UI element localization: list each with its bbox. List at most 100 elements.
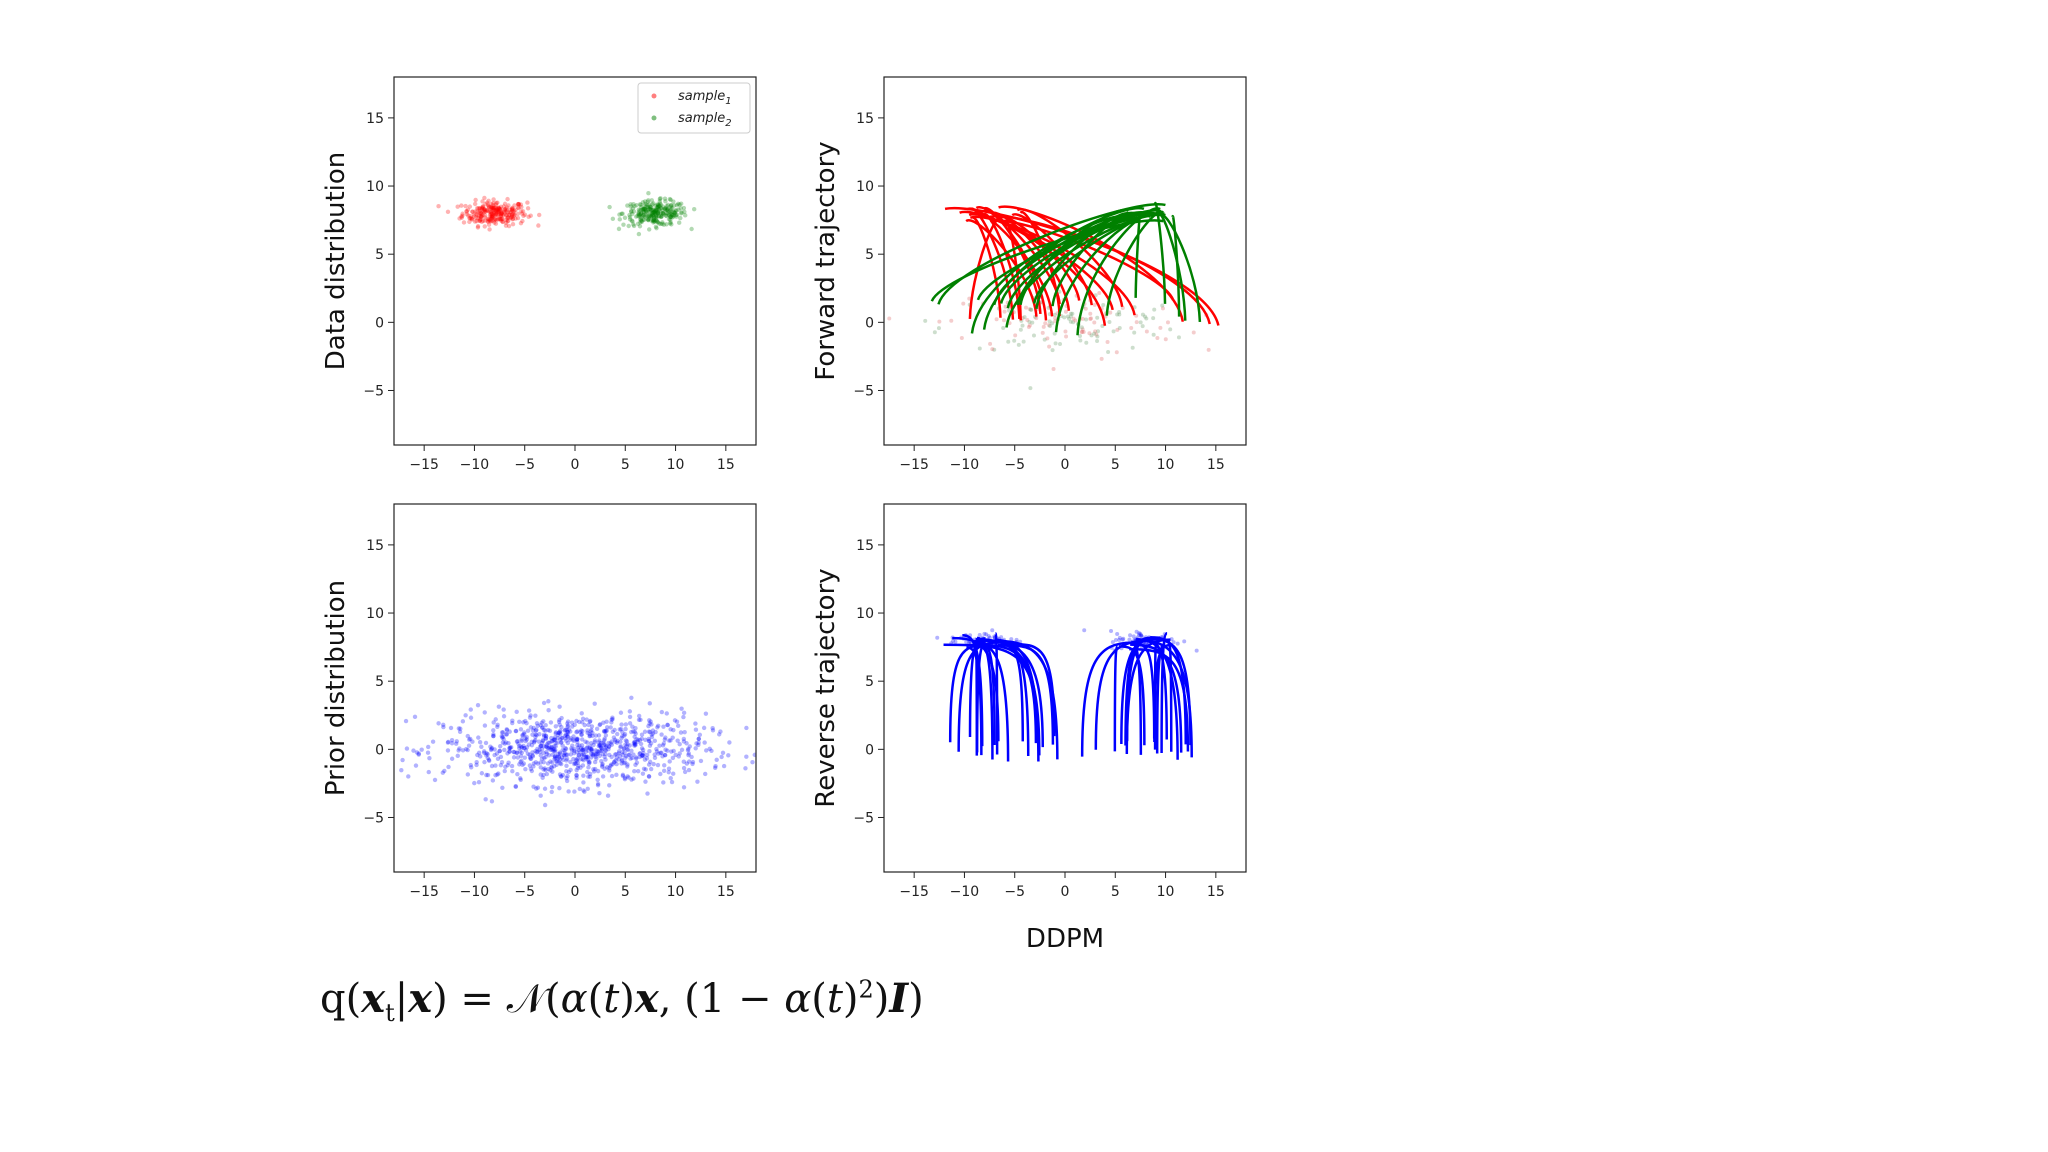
data-point (519, 209, 524, 214)
data-point (533, 748, 538, 754)
data-point (652, 208, 658, 213)
data-point (664, 207, 670, 212)
data-point (647, 718, 652, 723)
data-point (495, 724, 500, 729)
data-point (647, 206, 652, 211)
data-point (518, 202, 524, 207)
data-point (486, 218, 492, 223)
data-point (530, 732, 535, 737)
data-point (426, 744, 431, 750)
data-point (1139, 633, 1144, 638)
data-point (515, 755, 520, 760)
data-point (502, 201, 508, 207)
data-point (681, 785, 687, 790)
data-point (631, 209, 637, 214)
data-point (638, 717, 643, 722)
data-point (464, 208, 469, 214)
data-point (585, 786, 590, 792)
data-point (479, 214, 484, 220)
data-point (662, 763, 667, 768)
data-point (693, 746, 698, 751)
data-point (495, 200, 500, 205)
data-point (652, 210, 657, 215)
data-point (599, 740, 604, 746)
data-point (489, 209, 494, 215)
data-point (474, 760, 479, 765)
data-point (525, 751, 531, 756)
data-point (662, 737, 668, 742)
data-point (548, 759, 553, 764)
data-point (589, 751, 594, 756)
data-point (521, 720, 526, 725)
data-point (513, 784, 518, 790)
data-point (633, 741, 638, 747)
data-point (441, 724, 446, 730)
data-point (636, 211, 641, 216)
data-point (467, 737, 472, 742)
data-point (614, 755, 619, 760)
data-point (623, 755, 628, 760)
data-point (635, 739, 640, 744)
data-point (640, 200, 646, 205)
data-point (530, 750, 535, 755)
data-point (668, 204, 673, 209)
data-point (538, 772, 543, 777)
data-point (988, 341, 993, 346)
data-point (655, 205, 660, 210)
data-point (523, 766, 528, 772)
data-point (559, 774, 564, 779)
data-point (633, 731, 638, 736)
plot-area (887, 202, 1220, 391)
data-point (631, 752, 636, 757)
data-point (642, 206, 648, 211)
data-point (492, 747, 497, 752)
data-point (504, 727, 509, 732)
data-point (568, 767, 573, 773)
data-point (498, 763, 504, 768)
data-point (503, 206, 508, 211)
data-point (1050, 321, 1055, 326)
data-point (576, 747, 582, 753)
x-tick-label: 15 (717, 884, 735, 900)
data-point (1117, 635, 1122, 640)
data-point (887, 316, 892, 321)
data-point (460, 213, 465, 218)
data-point (482, 218, 488, 223)
data-point (474, 762, 479, 768)
data-point (656, 204, 662, 209)
data-point (630, 205, 636, 211)
data-point (484, 772, 489, 778)
data-point (624, 753, 629, 759)
data-point (597, 748, 602, 754)
data-point (557, 717, 562, 723)
data-point (442, 768, 447, 774)
x-tick-label: −10 (460, 457, 490, 473)
data-point (496, 209, 502, 214)
data-point (647, 721, 652, 726)
data-point (517, 762, 522, 767)
data-point (572, 789, 577, 794)
data-point (631, 222, 636, 227)
data-point (507, 746, 512, 751)
data-point (556, 730, 562, 736)
data-point (654, 213, 659, 219)
data-point (631, 776, 636, 781)
data-point (518, 759, 523, 765)
data-point (653, 224, 659, 230)
data-point (607, 744, 612, 749)
data-point (1053, 316, 1058, 321)
data-point (1083, 306, 1088, 311)
data-point (669, 210, 674, 215)
data-point (662, 196, 668, 201)
data-point (690, 759, 696, 765)
data-point (497, 216, 503, 222)
data-point (713, 763, 718, 769)
data-point (574, 749, 580, 755)
data-point (540, 737, 546, 743)
data-point (485, 755, 490, 761)
data-point (542, 786, 548, 791)
data-point (538, 743, 544, 749)
data-point (649, 208, 654, 213)
data-point (519, 204, 524, 210)
data-point (637, 202, 643, 207)
